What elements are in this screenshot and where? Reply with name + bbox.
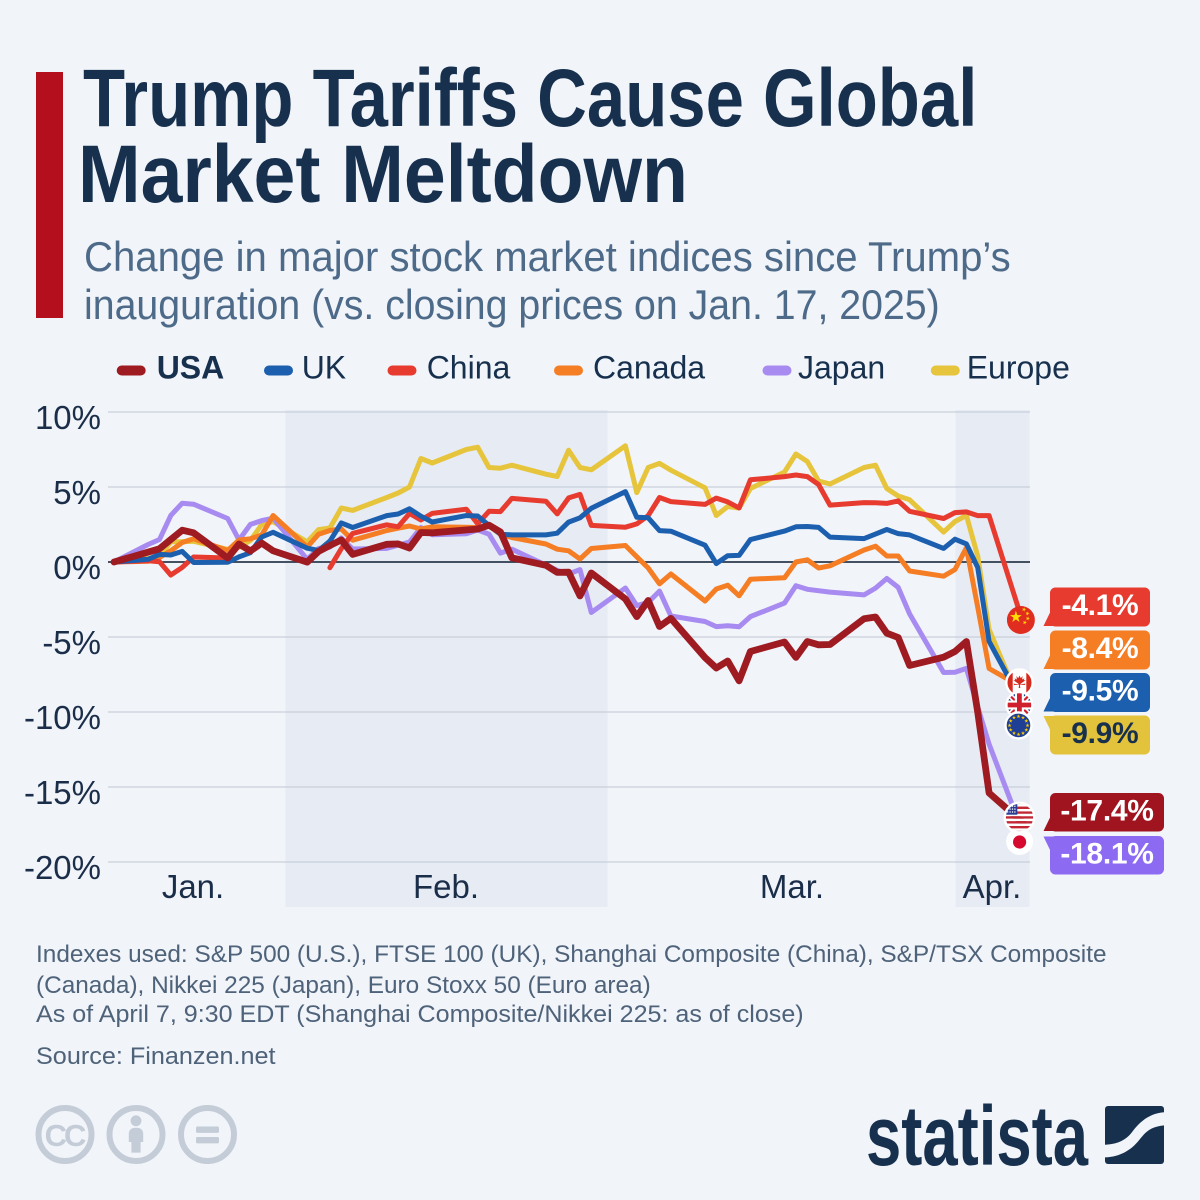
svg-text:-8.4%: -8.4% xyxy=(1062,632,1139,665)
svg-text:Mar.: Mar. xyxy=(760,868,824,905)
svg-text:Jan.: Jan. xyxy=(162,868,224,905)
svg-text:Feb.: Feb. xyxy=(413,868,479,905)
svg-text:-20%: -20% xyxy=(24,849,101,886)
svg-text:0%: 0% xyxy=(53,549,101,586)
svg-text:10%: 10% xyxy=(35,399,101,436)
svg-text:Canada: Canada xyxy=(593,350,705,386)
svg-text:China: China xyxy=(427,350,511,386)
svg-text:-9.9%: -9.9% xyxy=(1062,717,1139,750)
svg-text:-5%: -5% xyxy=(42,624,101,661)
svg-text:-18.1%: -18.1% xyxy=(1060,837,1153,870)
svg-text:-17.4%: -17.4% xyxy=(1060,794,1153,827)
svg-text:USA: USA xyxy=(157,350,225,386)
svg-text:-4.1%: -4.1% xyxy=(1062,589,1139,622)
svg-text:UK: UK xyxy=(302,350,346,386)
svg-text:-9.5%: -9.5% xyxy=(1062,675,1139,708)
svg-text:-10%: -10% xyxy=(24,699,101,736)
svg-text:CC: CC xyxy=(45,1118,86,1153)
svg-text:-15%: -15% xyxy=(24,774,101,811)
svg-text:Japan: Japan xyxy=(798,350,885,386)
svg-text:Europe: Europe xyxy=(967,350,1070,386)
svg-text:Apr.: Apr. xyxy=(963,868,1022,905)
svg-text:5%: 5% xyxy=(53,474,101,511)
